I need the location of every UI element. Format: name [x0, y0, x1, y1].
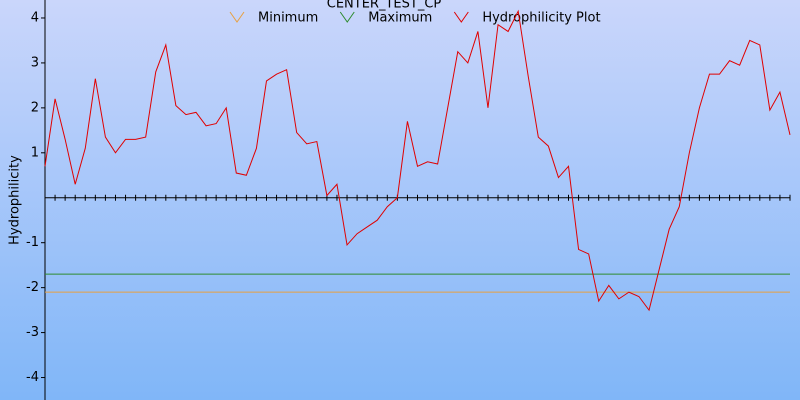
y-tick-label: 3 — [31, 55, 39, 70]
y-tick-label: 2 — [31, 100, 39, 115]
y-tick-label: -3 — [26, 325, 39, 340]
data-line — [44, 9, 791, 312]
legend-label: Hydrophilicity Plot — [482, 11, 600, 26]
legend-label: Maximum — [368, 11, 432, 26]
y-tick-label: 4 — [31, 10, 39, 25]
y-axis-label: Hydrophilicity — [8, 155, 23, 245]
legend-swatch — [339, 11, 355, 23]
y-tick-label: -1 — [26, 235, 39, 250]
y-tick-label: -4 — [26, 370, 39, 385]
chart-title: CENTER_TEST_CP — [327, 0, 442, 12]
legend-label: Minimum — [258, 11, 318, 26]
y-tick-label: 1 — [31, 145, 39, 160]
y-tick-label: -2 — [26, 280, 39, 295]
legend-swatch — [229, 11, 245, 23]
legend-swatch — [453, 11, 469, 23]
